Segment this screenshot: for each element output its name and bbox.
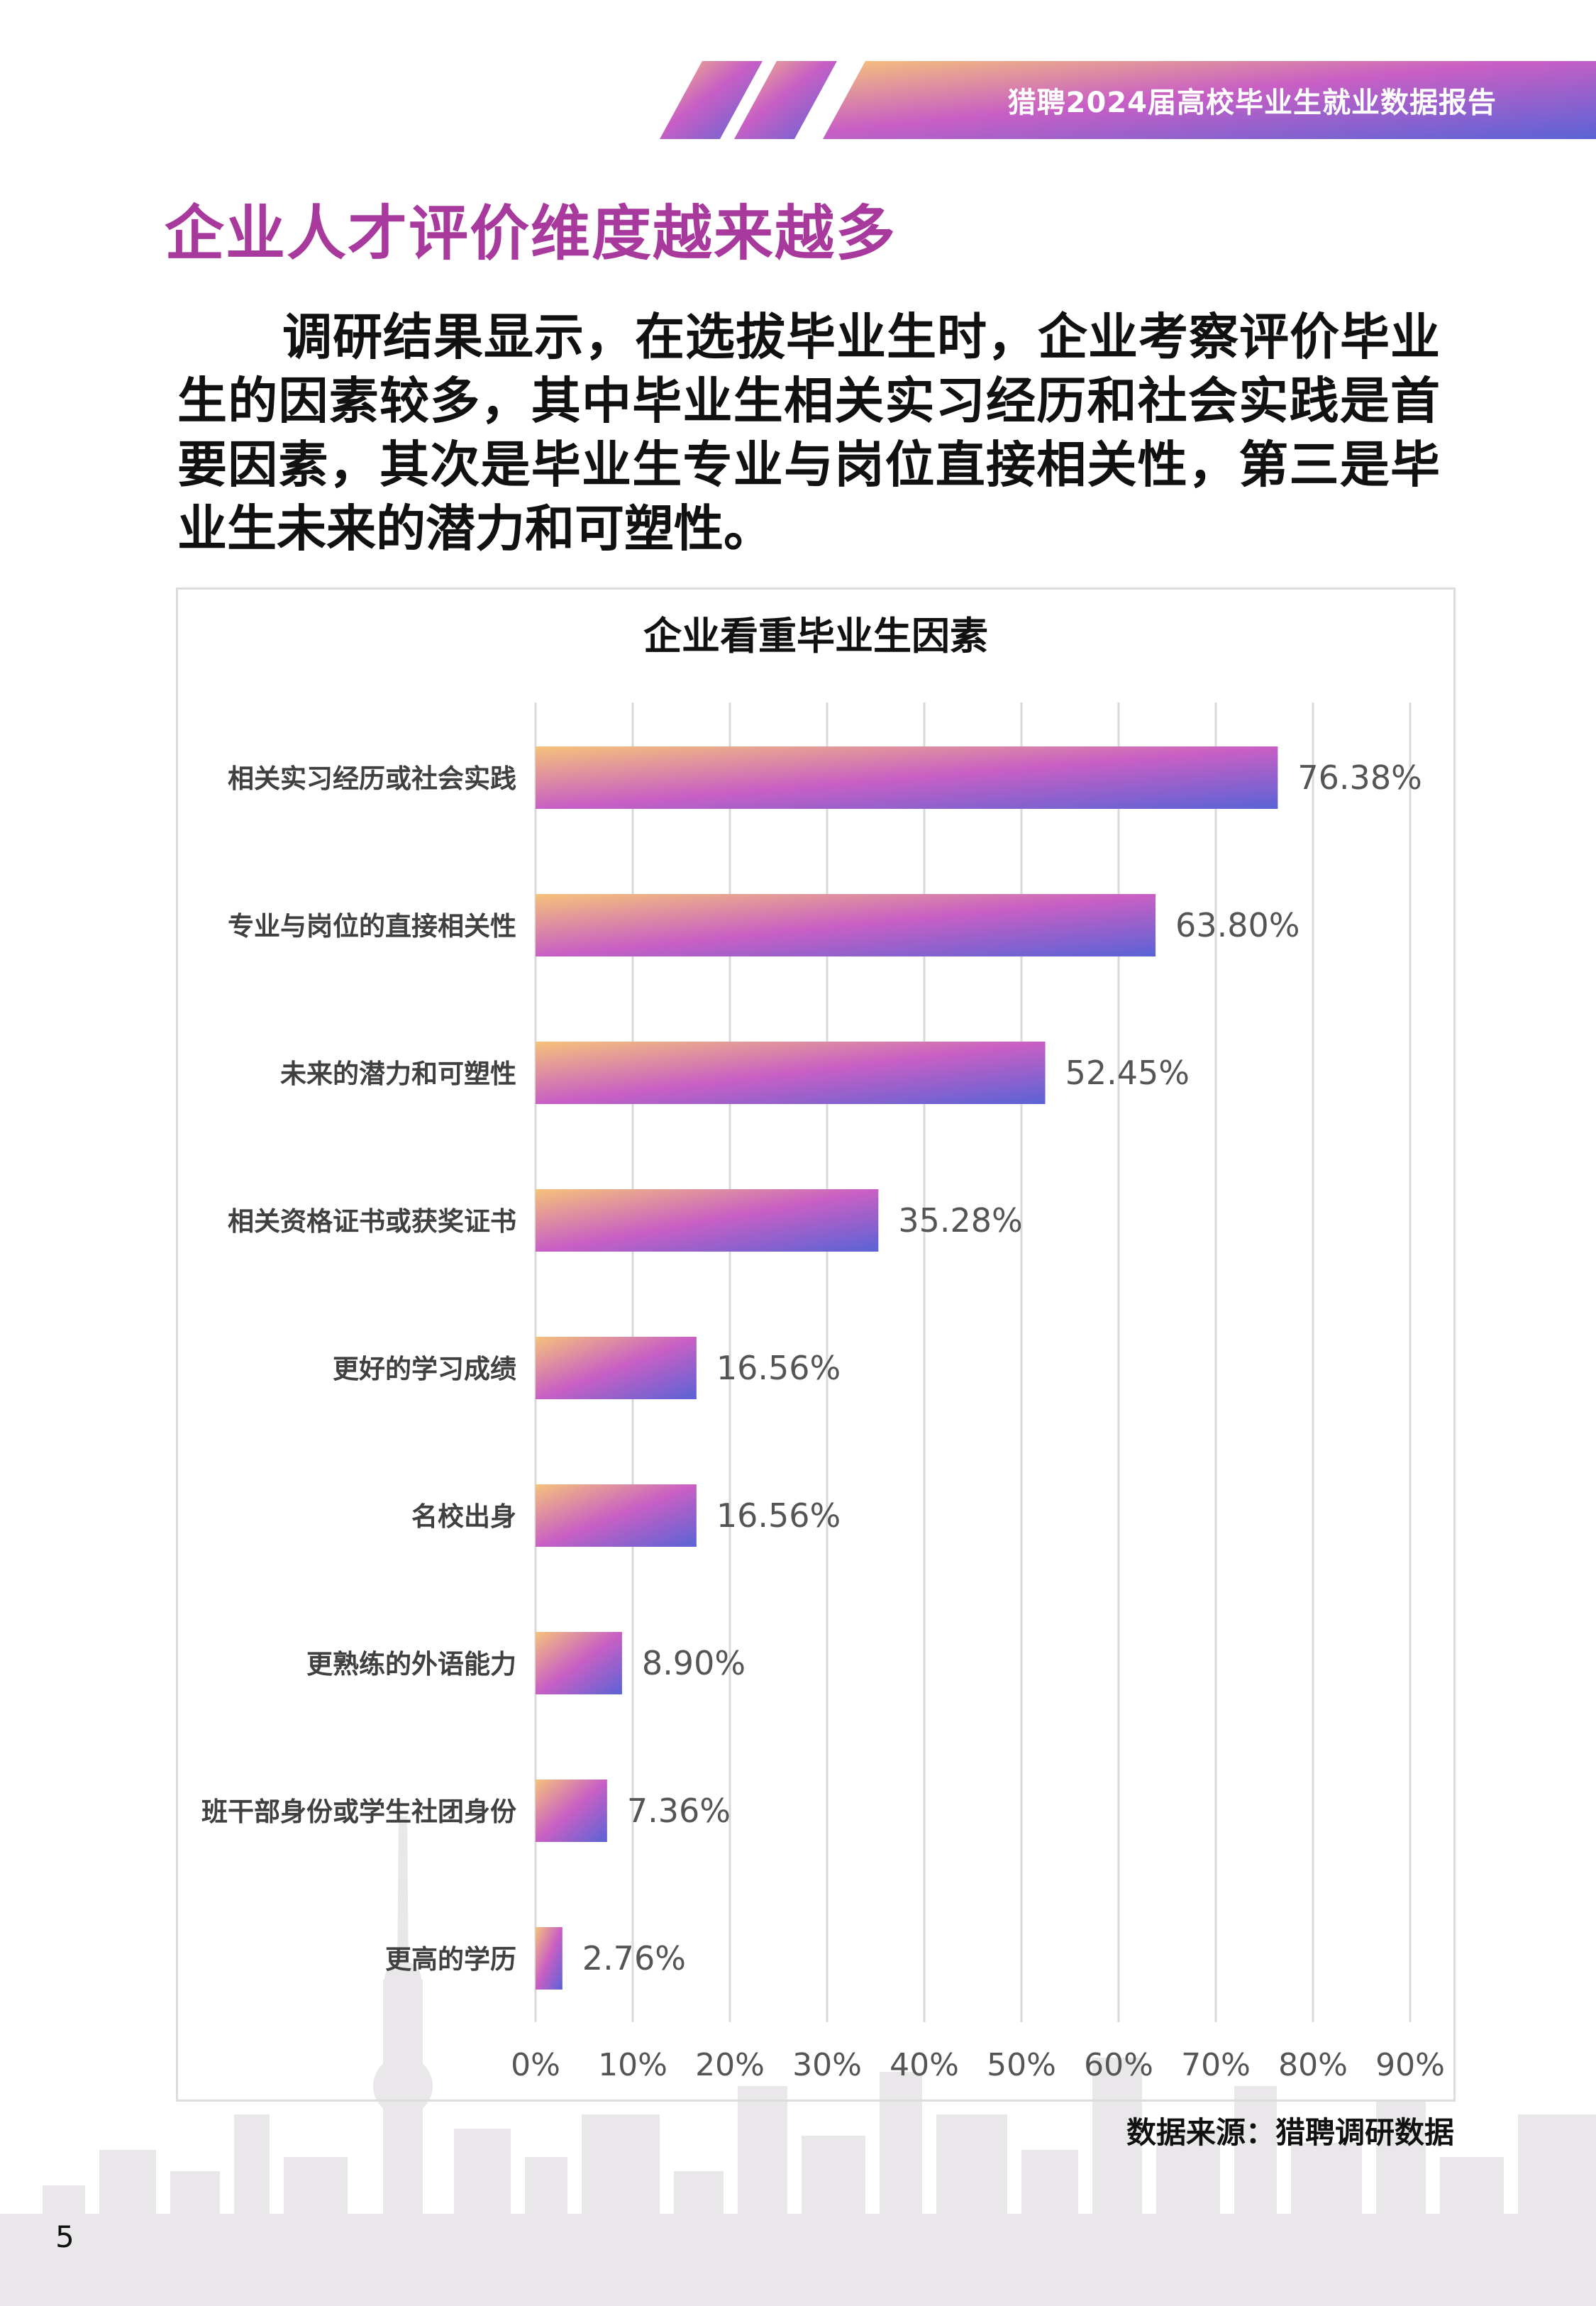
value-label: 63.80% [1175, 906, 1299, 944]
bar [536, 1484, 697, 1547]
x-tick-label: 40% [890, 2047, 959, 2083]
x-tick-label: 50% [987, 2047, 1056, 2083]
value-label: 52.45% [1065, 1054, 1190, 1092]
bar [536, 746, 1278, 809]
value-label: 16.56% [716, 1496, 841, 1535]
x-tick-label: 70% [1181, 2047, 1251, 2083]
category-label: 名校出身 [411, 1501, 516, 1532]
value-label: 7.36% [627, 1792, 731, 1830]
bar [536, 1189, 879, 1252]
intro-paragraph: 调研结果显示，在选拔毕业生时，企业考察评价毕业生的因素较多，其中毕业生相关实习经… [177, 308, 1440, 558]
category-label: 相关实习经历或社会实践 [228, 763, 516, 794]
category-label: 更高的学历 [385, 1944, 516, 1975]
x-tick-label: 0% [511, 2047, 560, 2083]
category-label: 更好的学习成绩 [333, 1354, 516, 1384]
chart-frame [176, 587, 1456, 2102]
bar [536, 1042, 1046, 1104]
bar [536, 1780, 607, 1842]
value-label: 76.38% [1297, 758, 1422, 797]
x-tick-label: 30% [792, 2047, 862, 2083]
x-tick-label: 80% [1278, 2047, 1348, 2083]
bar [536, 1632, 622, 1694]
value-label: 35.28% [898, 1201, 1022, 1240]
category-label: 未来的潜力和可塑性 [280, 1059, 516, 1089]
chart-title: 企业看重毕业生因素 [643, 614, 988, 658]
category-label: 班干部身份或学生社团身份 [201, 1797, 516, 1827]
bar [536, 1927, 563, 1990]
x-tick-label: 90% [1375, 2047, 1445, 2083]
category-label: 专业与岗位的直接相关性 [228, 911, 516, 942]
value-label: 8.90% [642, 1644, 746, 1682]
bar [536, 1337, 697, 1399]
page-heading: 企业人才评价维度越来越多 [165, 199, 897, 268]
header-banner [660, 61, 1596, 139]
value-label: 2.76% [582, 1939, 686, 1977]
category-label: 相关资格证书或获奖证书 [228, 1206, 516, 1237]
x-tick-label: 60% [1084, 2047, 1153, 2083]
report-title: 猎聘2024届高校毕业生就业数据报告 [1007, 87, 1497, 119]
page-number: 5 [55, 2219, 74, 2254]
bar [536, 894, 1156, 956]
category-label: 更熟练的外语能力 [306, 1649, 516, 1679]
x-tick-label: 10% [598, 2047, 667, 2083]
data-source: 数据来源：猎聘调研数据 [1126, 2115, 1454, 2150]
city-skyline-background [0, 1816, 1596, 2306]
x-tick-label: 20% [695, 2047, 765, 2083]
value-label: 16.56% [716, 1349, 841, 1387]
